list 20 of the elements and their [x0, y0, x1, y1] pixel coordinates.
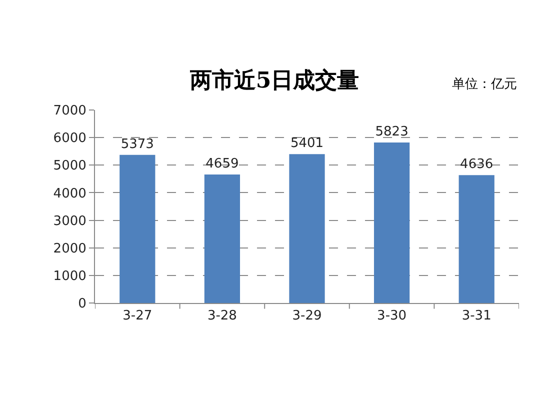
y-tick-label: 0 [78, 296, 86, 312]
y-tick-label: 6000 [53, 131, 86, 146]
y-tick-label: 3000 [53, 214, 86, 229]
y-tick-label: 2000 [53, 241, 86, 256]
text: 单位：亿元 [452, 77, 517, 92]
x-tick-label: 3-29 [292, 308, 322, 324]
data-label: 4659 [206, 156, 239, 172]
y-tick-label: 1000 [53, 268, 86, 284]
data-label: 5373 [120, 136, 154, 152]
chart-title: 两市近5日成交量 [188, 67, 360, 94]
data-label: 4636 [460, 157, 494, 172]
y-tick-label: 4000 [53, 186, 86, 202]
x-tick-label: 3-30 [377, 308, 407, 324]
y-tick-label: 7000 [53, 104, 86, 119]
y-tick-label: 5000 [53, 158, 86, 174]
data-label: 5823 [375, 124, 408, 140]
x-tick-label: 3-27 [122, 308, 152, 324]
data-label: 5401 [290, 136, 324, 152]
x-tick-label: 3-31 [462, 308, 492, 324]
x-tick-label: 3-28 [207, 308, 237, 324]
